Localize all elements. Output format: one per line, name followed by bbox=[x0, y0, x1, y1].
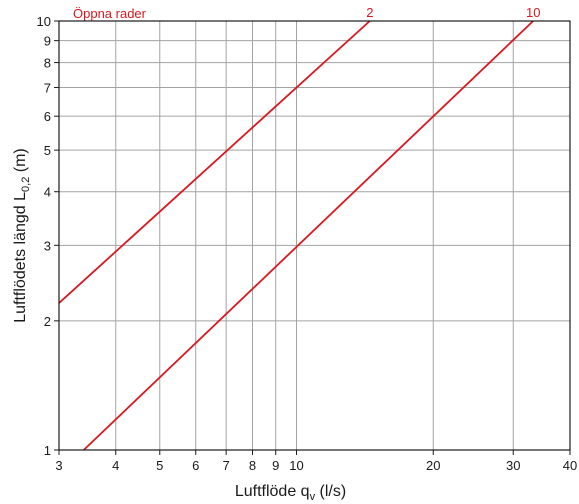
y-tick-label: 6 bbox=[44, 109, 51, 124]
series-line-10 bbox=[83, 20, 534, 451]
y-tick-label: 3 bbox=[44, 238, 51, 253]
x-tick-label: 5 bbox=[156, 458, 163, 473]
x-tick-label: 7 bbox=[223, 458, 230, 473]
x-axis-label: Luftflöde qv (l/s) bbox=[235, 483, 346, 503]
x-axis-label-main: Luftflöde q bbox=[235, 483, 310, 500]
series-label-2: 2 bbox=[366, 5, 373, 20]
x-tick-label: 8 bbox=[249, 458, 256, 473]
y-axis-label: Luftflödets längd L0,2 (m) bbox=[12, 148, 32, 323]
x-tick-label: 10 bbox=[289, 458, 303, 473]
y-tick-label: 4 bbox=[44, 185, 51, 200]
x-tick-label: 3 bbox=[55, 458, 62, 473]
x-tick-label: 4 bbox=[112, 458, 119, 473]
x-tick-label: 40 bbox=[563, 458, 577, 473]
x-tick-labels: 3 4 5 6 7 8 9 10 20 30 40 bbox=[55, 458, 577, 473]
x-axis-label-sub: v bbox=[310, 491, 316, 503]
y-axis-label-sub: 0,2 bbox=[20, 177, 32, 192]
annotation-label: Öppna rader bbox=[73, 6, 147, 21]
x-tick-label: 20 bbox=[426, 458, 440, 473]
y-tick-label: 8 bbox=[44, 56, 51, 71]
y-tick-label: 2 bbox=[44, 314, 51, 329]
grid bbox=[54, 20, 571, 455]
series-line-2 bbox=[58, 20, 371, 304]
series-lines bbox=[58, 20, 534, 451]
y-tick-labels: 1 2 3 4 5 6 7 8 9 10 bbox=[37, 14, 51, 458]
y-axis-label-main: Luftflödets längd L bbox=[12, 192, 29, 323]
y-tick-label: 7 bbox=[44, 80, 51, 95]
y-tick-label: 9 bbox=[44, 34, 51, 49]
series-label-10: 10 bbox=[526, 5, 540, 20]
series-labels: 2 10 bbox=[366, 5, 540, 20]
y-tick-label: 10 bbox=[37, 14, 51, 29]
x-tick-label: 6 bbox=[192, 458, 199, 473]
y-tick-label: 1 bbox=[44, 443, 51, 458]
plot-frame bbox=[58, 20, 571, 451]
x-axis-label-unit: (l/s) bbox=[315, 483, 346, 500]
x-tick-label: 30 bbox=[506, 458, 520, 473]
x-tick-label: 9 bbox=[272, 458, 279, 473]
y-axis-label-unit: (m) bbox=[12, 148, 29, 176]
y-tick-label: 5 bbox=[44, 143, 51, 158]
